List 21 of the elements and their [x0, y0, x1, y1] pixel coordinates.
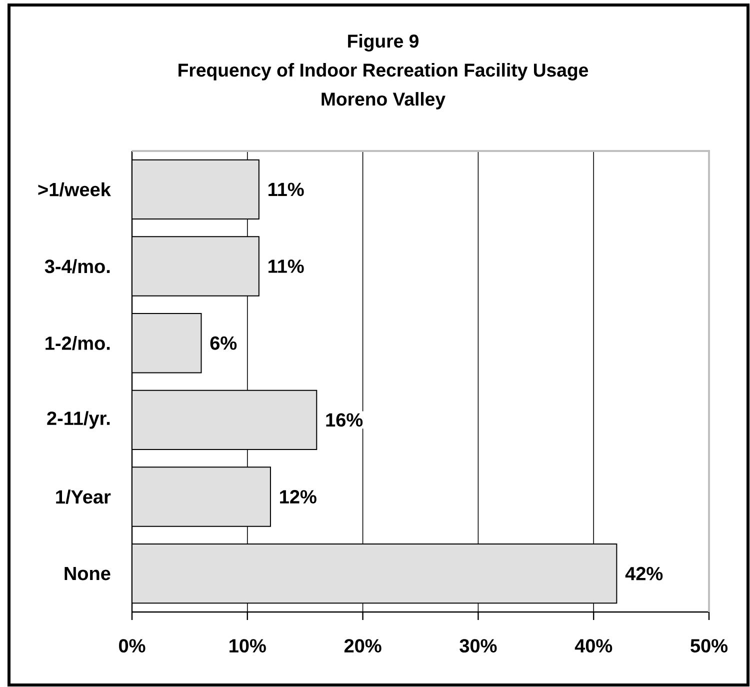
x-tick-label: 0%: [119, 639, 146, 653]
x-tick-label: 50%: [690, 639, 728, 653]
y-tick-label: None: [64, 566, 110, 580]
y-tick-label: >1/week: [38, 182, 111, 196]
x-tick-label: 40%: [574, 639, 612, 653]
data-label: 16%: [326, 413, 363, 427]
y-tick-label: 1-2/mo.: [46, 336, 110, 350]
x-tick-label: 10%: [230, 639, 266, 653]
data-label: 11%: [268, 260, 304, 273]
data-label: 42%: [625, 566, 663, 580]
data-label: 12%: [280, 490, 316, 504]
y-tick-label: 2-11/yr.: [47, 411, 110, 429]
y-tick-label: 1/Year: [56, 490, 111, 504]
x-tick-label: 20%: [344, 639, 382, 653]
chart-subtitle: Frequency of Indoor Recreation Facility Usage: [178, 63, 588, 80]
x-tick-label: 30%: [460, 639, 497, 653]
chart-title: Figure 9: [348, 34, 418, 52]
data-label: 11%: [268, 182, 304, 196]
text: Moreno Valley: [322, 92, 446, 110]
data-label: 6%: [210, 336, 237, 350]
y-tick-label: 3-4/mo.: [44, 259, 110, 274]
